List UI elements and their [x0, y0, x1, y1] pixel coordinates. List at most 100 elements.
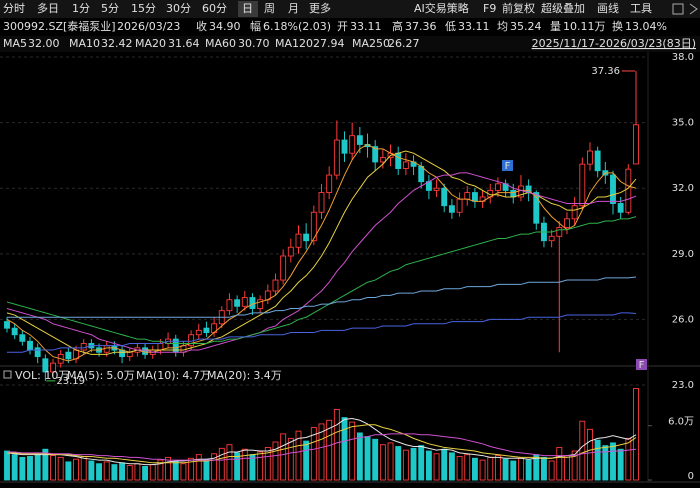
candle-body	[433, 187, 440, 191]
layout-icon[interactable]	[672, 3, 684, 15]
volume-bar	[625, 437, 632, 481]
volume-bar	[96, 463, 102, 481]
ma-legend-name: MA10	[69, 37, 100, 50]
candle-body	[310, 211, 317, 242]
candle-body	[456, 198, 463, 213]
quote-label: 收	[196, 19, 207, 33]
quote-label: 量	[550, 20, 561, 33]
vol-legend-value: 5.0万	[106, 369, 135, 382]
volume-bar	[410, 447, 417, 481]
candle-body	[326, 174, 333, 194]
event-marker-bg[interactable]	[636, 359, 647, 370]
candle-body	[533, 192, 540, 224]
quote-value: 6.18%(2.03)	[263, 20, 331, 33]
quote-value: 34.90	[209, 20, 241, 33]
vol-settings-icon[interactable]	[3, 370, 12, 379]
candle-body	[11, 327, 18, 336]
volume-bar	[157, 459, 164, 481]
volume-bar	[610, 442, 616, 481]
ma-legend-value: 31.64	[168, 37, 200, 50]
volume-bar	[264, 446, 271, 481]
candle-body	[27, 340, 33, 351]
period-tab[interactable]: 5分	[101, 2, 119, 15]
volume-bar	[188, 457, 195, 481]
active-tab-bg	[238, 1, 258, 17]
volume-bar	[541, 456, 547, 481]
candle-body	[610, 174, 616, 204]
volume-bar	[510, 460, 517, 481]
period-tab[interactable]: 30分	[166, 2, 191, 15]
volume-bar	[295, 430, 302, 481]
ma-legend-value: 32.00	[28, 37, 60, 50]
volume-bar	[617, 448, 624, 481]
tool-button[interactable]: 前复权	[502, 1, 535, 15]
candle-body	[226, 299, 233, 312]
volume-bar	[103, 461, 110, 481]
candle-body	[195, 329, 202, 336]
candle-body	[280, 255, 287, 281]
volume-bar	[42, 448, 49, 481]
volume-bar	[172, 461, 179, 481]
tool-button[interactable]: F9	[483, 2, 496, 15]
period-tab[interactable]: 更多	[309, 1, 331, 15]
date-range[interactable]: 2025/11/17-2026/03/23(83日)	[532, 37, 696, 50]
expand-icon[interactable]	[689, 3, 698, 15]
volume-bar	[471, 457, 478, 481]
candle-body	[142, 347, 149, 355]
candle-body	[617, 203, 624, 213]
event-marker-bg[interactable]	[502, 160, 513, 171]
quote-label: 换	[612, 19, 623, 33]
vol-legend: MA(5): 5.0万	[67, 369, 135, 382]
y-tick-label: 26.0	[672, 314, 694, 325]
candle-body	[333, 139, 340, 176]
volume-bar	[564, 455, 570, 481]
candle-body	[379, 157, 386, 163]
vol-legend-name: MA(20):	[207, 369, 250, 382]
volume-bar	[326, 419, 333, 481]
period-tab[interactable]: 1分	[72, 2, 90, 15]
period-tab[interactable]: 日	[242, 2, 253, 15]
vol-legend-value: 4.7万	[182, 369, 211, 382]
quote-label: 高	[392, 19, 403, 33]
ma-legend-value: 32.42	[101, 37, 133, 50]
quote-value: 35.24	[510, 20, 542, 33]
candle-body	[341, 139, 348, 154]
period-tab[interactable]: 60分	[202, 2, 227, 15]
tool-button[interactable]: 超级叠加	[541, 1, 585, 15]
tool-button[interactable]: 工具	[630, 2, 652, 15]
period-tab[interactable]: 分时	[3, 2, 25, 15]
volume-bar	[27, 456, 33, 481]
candle-body	[295, 233, 302, 248]
period-tab[interactable]: 15分	[131, 2, 156, 15]
volume-bar	[65, 461, 72, 481]
volume-bar	[257, 451, 264, 481]
min-label: 23.19	[56, 376, 85, 387]
tool-button[interactable]: 画线	[597, 1, 619, 15]
ma-legend-name: MA120	[275, 37, 313, 50]
volume-bar	[372, 438, 379, 481]
y-tick-label: 35.0	[672, 118, 694, 129]
vol-legend-name: MA(5):	[67, 369, 103, 382]
volume-bar	[425, 450, 432, 481]
volume-bar	[341, 417, 348, 481]
vol-legend-value: 3.4万	[253, 369, 282, 382]
volume-bar	[11, 454, 18, 481]
volume-bar	[441, 448, 448, 481]
candle-body	[80, 343, 87, 351]
event-marker[interactable]: F	[639, 360, 645, 371]
candle-body	[287, 246, 294, 257]
volume-bar	[349, 421, 356, 481]
quote-label: 低	[445, 20, 456, 33]
volume-bar	[280, 433, 287, 481]
period-tab[interactable]: 周	[264, 2, 275, 15]
period-tab[interactable]: 月	[288, 2, 299, 15]
candle-body	[441, 187, 448, 207]
tool-button[interactable]: AI交易策略	[414, 1, 469, 15]
period-tab[interactable]: 多日	[37, 1, 59, 15]
ma-line	[7, 276, 637, 318]
event-marker[interactable]: F	[505, 161, 511, 172]
volume-bar	[111, 464, 118, 481]
candle-body	[464, 192, 471, 200]
